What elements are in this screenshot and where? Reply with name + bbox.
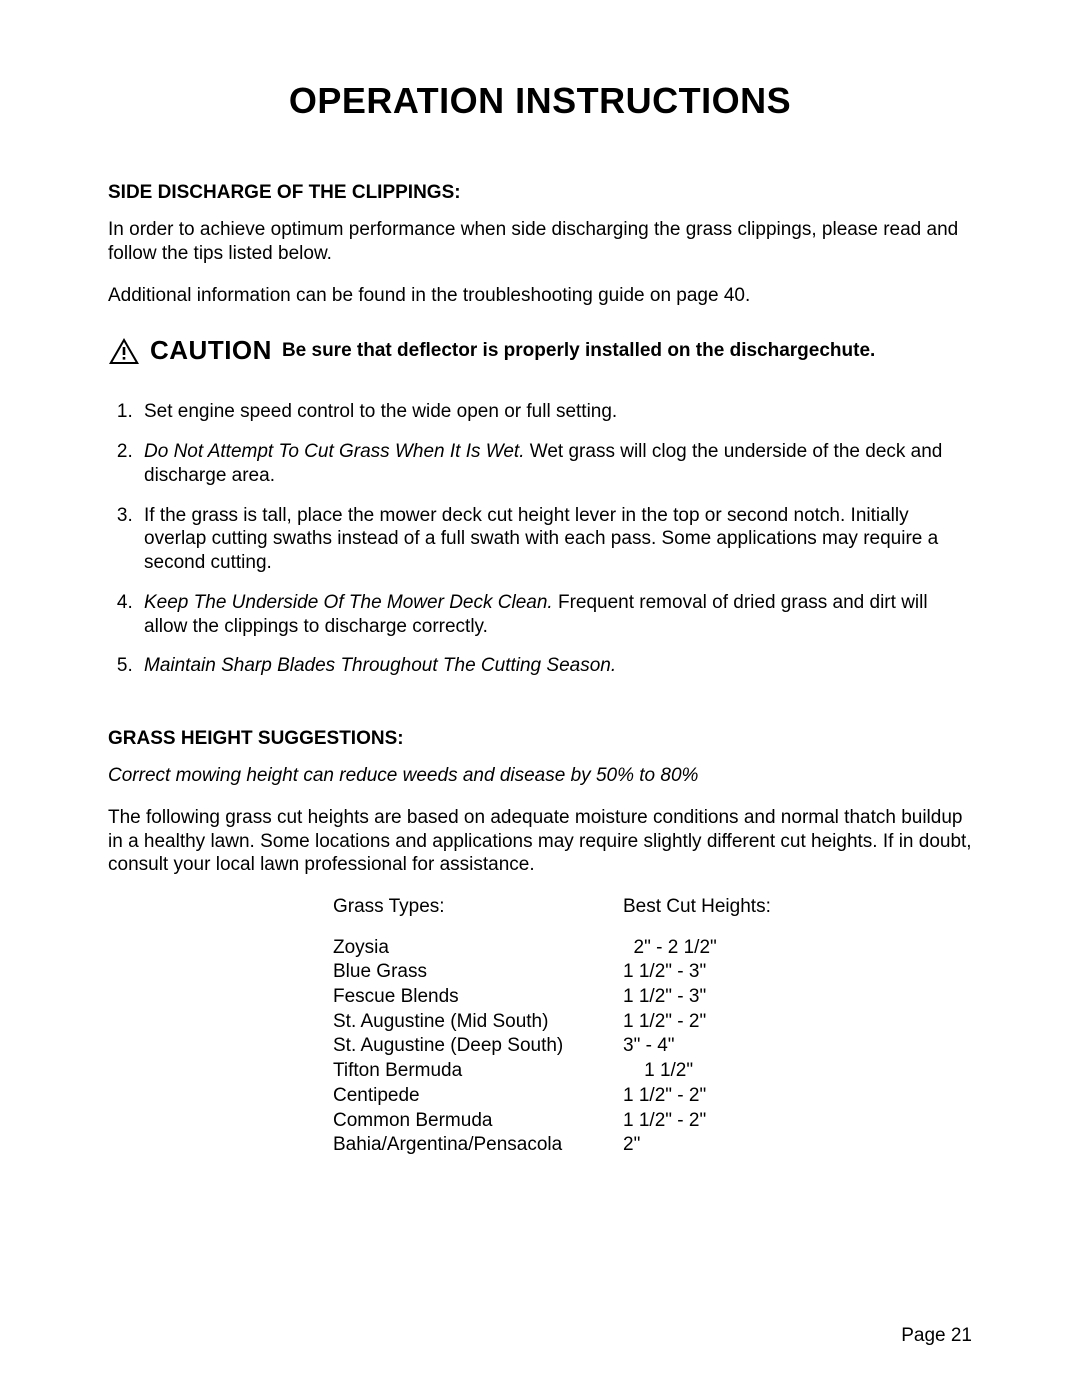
tip-text: Set engine speed control to the wide ope… — [144, 401, 617, 422]
cut-height: 2" - 2 1/2" — [623, 936, 773, 961]
grass-type: St. Augustine (Mid South) — [333, 1010, 623, 1035]
table-row: St. Augustine (Deep South) 3" - 4" — [333, 1034, 972, 1059]
section2-heading: GRASS HEIGHT SUGGESTIONS: — [108, 728, 972, 750]
tip-item: Keep The Underside Of The Mower Deck Cle… — [138, 591, 972, 639]
page: OPERATION INSTRUCTIONS SIDE DISCHARGE OF… — [0, 0, 1080, 1397]
grass-type: Zoysia — [333, 936, 623, 961]
cut-height: 1 1/2" — [623, 1059, 773, 1084]
table-row: Bahia/Argentina/Pensacola 2" — [333, 1133, 972, 1158]
page-title: OPERATION INSTRUCTIONS — [108, 80, 972, 122]
grass-type: Common Bermuda — [333, 1109, 623, 1134]
tip-em: Maintain Sharp Blades Throughout The Cut… — [144, 655, 616, 676]
table-row: St. Augustine (Mid South) 1 1/2" - 2" — [333, 1010, 972, 1035]
table-head-types: Grass Types: — [333, 895, 623, 920]
cut-height: 3" - 4" — [623, 1034, 773, 1059]
section1-para1: In order to achieve optimum performance … — [108, 218, 972, 266]
tips-list: Set engine speed control to the wide ope… — [108, 400, 972, 678]
warning-icon — [108, 337, 140, 365]
caution-label: CAUTION — [150, 335, 272, 366]
grass-type: Fescue Blends — [333, 985, 623, 1010]
grass-type: Blue Grass — [333, 960, 623, 985]
tip-text: If the grass is tall, place the mower de… — [144, 505, 938, 574]
table-head-heights: Best Cut Heights: — [623, 895, 773, 920]
caution-block: CAUTION Be sure that deflector is proper… — [108, 335, 972, 366]
tip-em: Do Not Attempt To Cut Grass When It Is W… — [144, 441, 524, 462]
section1-heading: SIDE DISCHARGE OF THE CLIPPINGS: — [108, 182, 972, 204]
grass-type: Centipede — [333, 1084, 623, 1109]
tip-item: Do Not Attempt To Cut Grass When It Is W… — [138, 440, 972, 488]
tip-item: If the grass is tall, place the mower de… — [138, 504, 972, 575]
grass-type: Tifton Bermuda — [333, 1059, 623, 1084]
page-number: Page 21 — [901, 1325, 972, 1347]
section2-para: The following grass cut heights are base… — [108, 806, 972, 877]
caution-text: Be sure that deflector is properly insta… — [282, 339, 875, 363]
table-row: Tifton Bermuda 1 1/2" — [333, 1059, 972, 1084]
section2-intro: Correct mowing height can reduce weeds a… — [108, 764, 972, 788]
table-row: Fescue Blends 1 1/2" - 3" — [333, 985, 972, 1010]
tip-item: Maintain Sharp Blades Throughout The Cut… — [138, 654, 972, 678]
tip-item: Set engine speed control to the wide ope… — [138, 400, 972, 424]
cut-height: 1 1/2" - 3" — [623, 960, 773, 985]
table-row: Blue Grass 1 1/2" - 3" — [333, 960, 972, 985]
grass-type: Bahia/Argentina/Pensacola — [333, 1133, 623, 1158]
table-row: Common Bermuda 1 1/2" - 2" — [333, 1109, 972, 1134]
cut-height: 1 1/2" - 2" — [623, 1010, 773, 1035]
grass-type: St. Augustine (Deep South) — [333, 1034, 623, 1059]
table-row: Centipede 1 1/2" - 2" — [333, 1084, 972, 1109]
cut-height: 1 1/2" - 2" — [623, 1109, 773, 1134]
section1-para2: Additional information can be found in t… — [108, 284, 972, 308]
table-header-row: Grass Types: Best Cut Heights: — [333, 895, 972, 920]
table-row: Zoysia 2" - 2 1/2" — [333, 936, 972, 961]
tip-em: Keep The Underside Of The Mower Deck Cle… — [144, 592, 553, 613]
cut-height: 1 1/2" - 3" — [623, 985, 773, 1010]
cut-height: 1 1/2" - 2" — [623, 1084, 773, 1109]
cut-height: 2" — [623, 1133, 773, 1158]
grass-table: Grass Types: Best Cut Heights: Zoysia 2"… — [333, 895, 972, 1158]
